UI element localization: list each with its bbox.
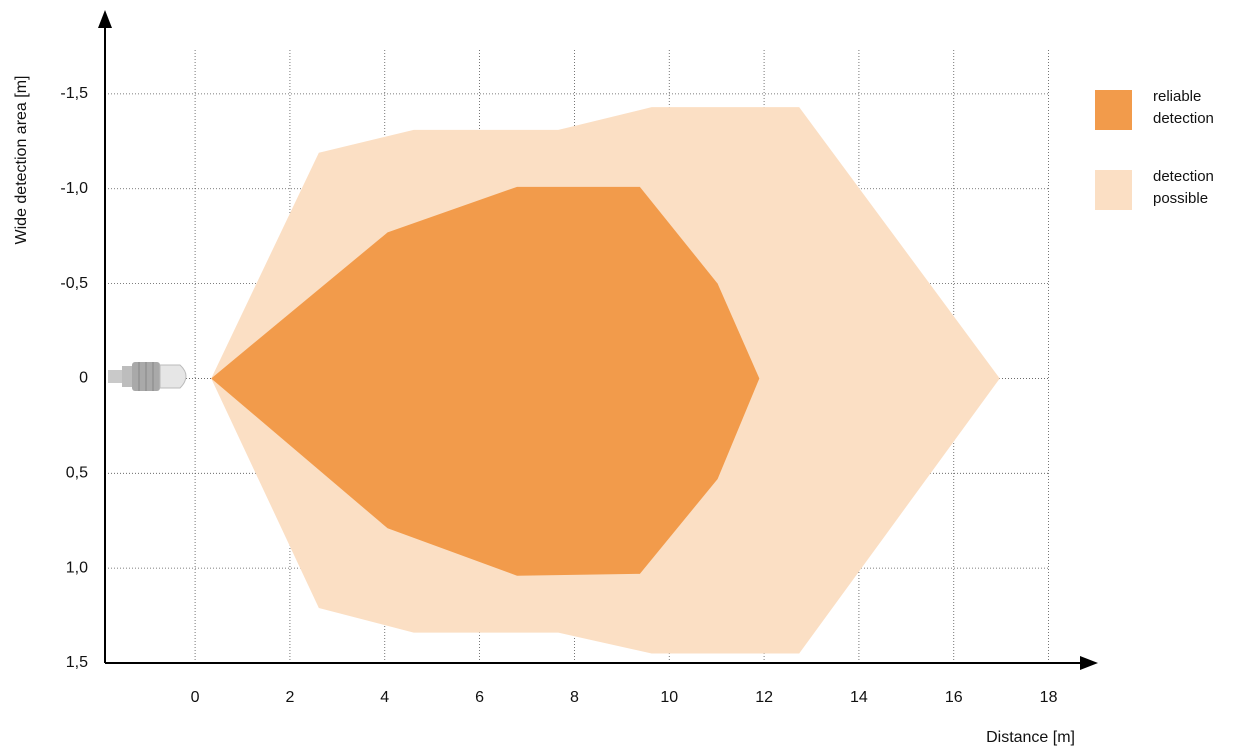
legend-swatch [1095, 90, 1132, 130]
y-axis-label: Wide detection area [m] [13, 76, 30, 245]
x-tick-label: 8 [570, 689, 579, 706]
y-tick-label: 1,0 [66, 559, 88, 576]
x-tick-label: 6 [475, 689, 484, 706]
x-tick-label: 12 [755, 689, 773, 706]
legend-label: reliable detection [1153, 86, 1233, 130]
x-axis-label: Distance [m] [986, 729, 1075, 746]
x-tick-label: 10 [660, 689, 678, 706]
y-tick-label: 0,5 [66, 465, 88, 482]
y-tick-label: 1,5 [66, 654, 88, 671]
chart: Distance [m] Wide detection area [m] 0 2 4… [0, 0, 1236, 751]
x-tick-label: 14 [850, 689, 868, 706]
legend-swatch [1095, 170, 1132, 210]
x-tick-label: 2 [285, 689, 294, 706]
y-tick-label: -1,0 [60, 180, 88, 197]
page: Distance [m] Wide detection area [m] 0 2 4… [0, 0, 1236, 751]
y-tick-label: -1,5 [60, 85, 88, 102]
y-tick-label: 0 [79, 370, 88, 387]
y-tick-label: -0,5 [60, 275, 88, 292]
x-tick-label: 16 [945, 689, 963, 706]
x-tick-label: 4 [380, 689, 389, 706]
legend-label: detection possible [1153, 166, 1233, 210]
areas [211, 107, 1000, 653]
sensor-icon [108, 362, 186, 391]
x-tick-label: 0 [191, 689, 200, 706]
x-tick-label: 18 [1040, 689, 1058, 706]
